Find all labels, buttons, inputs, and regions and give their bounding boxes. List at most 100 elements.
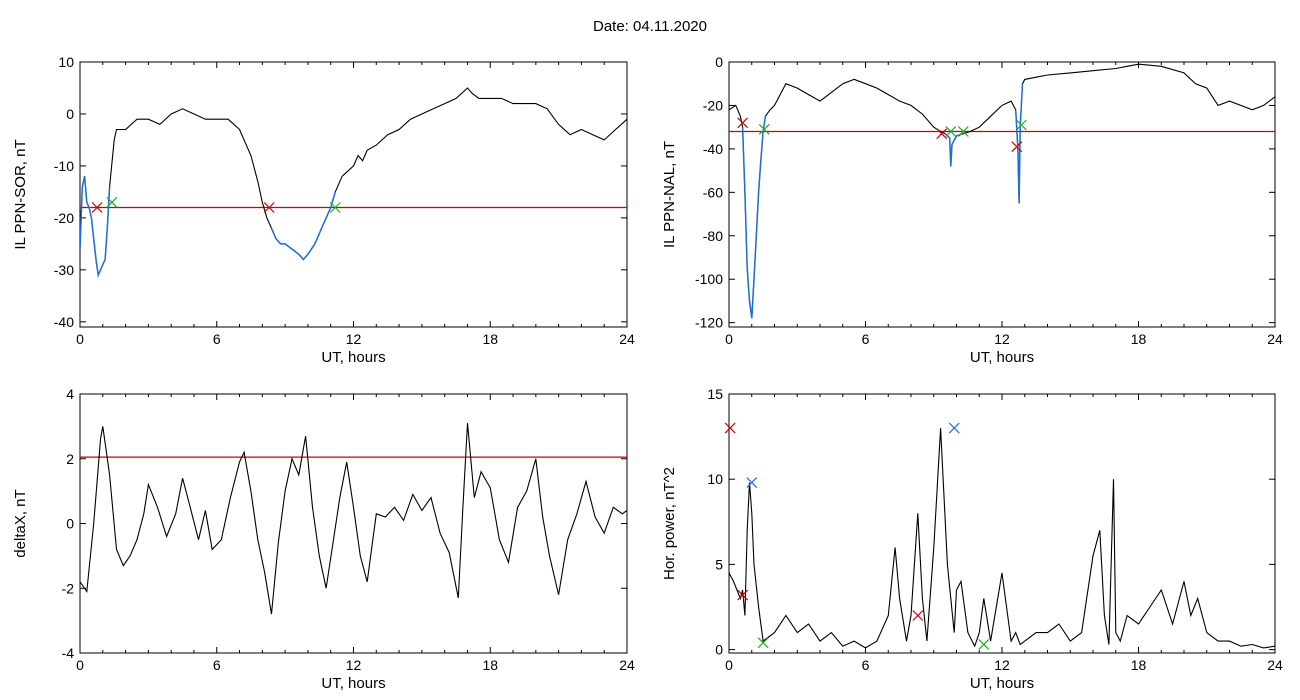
marker-stroke xyxy=(263,202,275,213)
marker-stroke xyxy=(106,196,118,208)
marker-stroke xyxy=(737,117,749,129)
x-tick-label: 6 xyxy=(213,331,221,347)
y-tick-label: -60 xyxy=(703,184,723,200)
plot-frame xyxy=(728,61,1276,328)
chart-panel-4: 0 6 12 18 24 15 10 5 0 UT, hours Hor. power, nT^2 xyxy=(661,386,1283,692)
x-tick-label: 24 xyxy=(1267,657,1283,673)
y-tick-label: -30 xyxy=(54,262,74,278)
y-axis-label: deltaX, nT xyxy=(12,489,29,557)
x-tick-label: 0 xyxy=(725,657,733,673)
x-tick-label: 12 xyxy=(994,331,1010,347)
marker-stroke xyxy=(945,126,957,137)
y-tick-label: 10 xyxy=(707,471,723,487)
event-marker-red xyxy=(724,422,736,434)
x-tick-label: 24 xyxy=(619,331,635,347)
event-marker-blue xyxy=(746,477,758,489)
marker-stroke xyxy=(1015,119,1027,131)
y-tick-label: 4 xyxy=(66,386,74,402)
data-series-line xyxy=(80,87,627,277)
event-marker-green xyxy=(758,123,770,135)
x-tick-label: 18 xyxy=(482,331,498,347)
event-marker-red xyxy=(1011,141,1023,153)
x-tick-label: 6 xyxy=(862,657,870,673)
y-tick-label: 2 xyxy=(66,451,74,467)
event-marker-green xyxy=(106,196,118,208)
x-tick-label: 18 xyxy=(1131,657,1147,673)
y-tick-label: 0 xyxy=(66,516,74,532)
event-marker-red xyxy=(91,202,103,213)
y-axis-label: Hor. power, nT^2 xyxy=(661,467,678,580)
y-tick-label: -120 xyxy=(695,315,723,331)
marker-stroke xyxy=(724,422,736,434)
data-series-line xyxy=(80,423,627,615)
y-tick-label: 15 xyxy=(707,386,723,402)
event-marker-green xyxy=(329,202,341,213)
y-tick-label: -20 xyxy=(703,97,723,113)
y-tick-label: 0 xyxy=(715,642,723,658)
y-axis-label: IL PPN-NAL, nT xyxy=(661,141,678,248)
marker-stroke xyxy=(758,123,770,135)
x-tick-label: 0 xyxy=(725,331,733,347)
y-tick-label: -2 xyxy=(62,580,75,596)
y-tick-label: -40 xyxy=(54,314,74,330)
highlight-segment xyxy=(80,176,111,278)
chart-panel-1: 0 6 12 18 24 10 0 -10 -20 -30 -40 UT, hours IL PPN-S… xyxy=(12,54,635,366)
marker-stroke xyxy=(936,128,948,140)
y-axis-label: IL PPN-SOR, nT xyxy=(12,139,29,249)
y-tick-label: 10 xyxy=(58,54,74,70)
event-marker-red xyxy=(936,128,948,140)
x-axis-label: UT, hours xyxy=(970,675,1034,692)
y-tick-label: -100 xyxy=(695,271,723,287)
x-tick-label: 6 xyxy=(213,657,221,673)
y-tick-label: -20 xyxy=(54,210,74,226)
x-tick-label: 0 xyxy=(76,331,84,347)
event-marker-green xyxy=(978,639,990,650)
highlight-segment xyxy=(944,132,964,167)
chart-panel-3: 0 6 12 18 24 4 2 0 -2 -4 UT, hours deltaX, nT xyxy=(12,386,635,692)
x-tick-label: 12 xyxy=(346,331,362,347)
event-marker-red xyxy=(737,117,749,129)
plot-frame xyxy=(79,61,628,328)
highlight-segment xyxy=(270,191,337,261)
marker-stroke xyxy=(91,202,103,213)
event-marker-blue xyxy=(948,422,960,434)
data-series-line xyxy=(729,428,1275,649)
x-tick-label: 18 xyxy=(1131,331,1147,347)
event-marker-green xyxy=(1015,119,1027,131)
event-marker-red xyxy=(263,202,275,213)
marker-stroke xyxy=(957,126,969,137)
event-marker-red xyxy=(912,610,924,621)
y-tick-label: 5 xyxy=(715,556,723,572)
chart-panel-2: 0 6 12 18 24 0 -20 -40 -60 -80 -100 -120 UT, hours IL… xyxy=(661,54,1283,366)
x-axis-label: UT, hours xyxy=(321,349,385,366)
y-tick-label: 0 xyxy=(66,106,74,122)
data-series-line xyxy=(729,63,1275,319)
highlight-segment xyxy=(1014,83,1024,204)
x-tick-label: 24 xyxy=(1267,331,1283,347)
plot-frame xyxy=(728,393,1276,654)
marker-stroke xyxy=(978,639,990,650)
marker-stroke xyxy=(746,477,758,489)
marker-stroke xyxy=(757,637,769,649)
x-tick-label: 12 xyxy=(994,657,1010,673)
marker-stroke xyxy=(329,202,341,213)
marker-stroke xyxy=(948,422,960,434)
page-title: Date: 04.11.2020 xyxy=(593,18,707,35)
y-tick-label: -10 xyxy=(54,158,74,174)
marker-stroke xyxy=(737,589,749,601)
x-tick-label: 6 xyxy=(862,331,870,347)
x-tick-label: 24 xyxy=(619,657,635,673)
event-marker-green xyxy=(757,637,769,649)
y-tick-label: 0 xyxy=(715,54,723,70)
y-tick-label: -80 xyxy=(703,228,723,244)
y-tick-label: -4 xyxy=(62,645,75,661)
x-tick-label: 0 xyxy=(76,657,84,673)
event-marker-green xyxy=(945,126,957,137)
y-tick-label: -40 xyxy=(703,141,723,157)
x-axis-label: UT, hours xyxy=(970,349,1034,366)
marker-stroke xyxy=(912,610,924,621)
event-marker-red xyxy=(737,589,749,601)
marker-stroke xyxy=(1011,141,1023,153)
x-axis-label: UT, hours xyxy=(321,675,385,692)
